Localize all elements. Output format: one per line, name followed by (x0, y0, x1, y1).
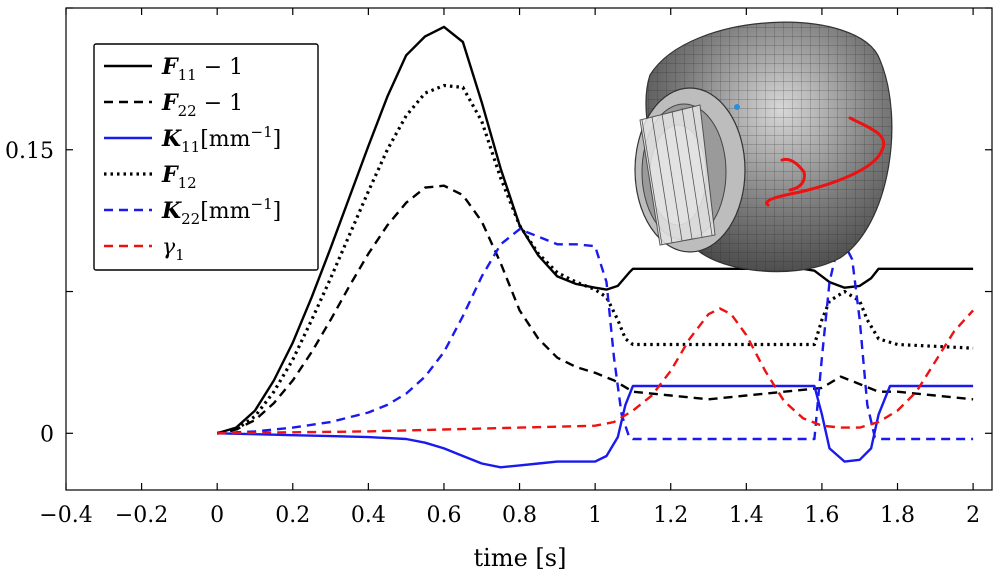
axes: −0.4 −0.2 0 0.2 0.4 0.6 0.8 1 1.2 1.4 1.6 1.8 2 0 0.15 (5, 7, 993, 528)
x-tick-label: 0.4 (351, 503, 386, 528)
series-line-6 (217, 307, 974, 435)
tire-mesh-inset-image (634, 21, 893, 273)
x-axis-title: time [s] (474, 544, 567, 572)
series-line-3 (217, 384, 974, 469)
x-tick-label: 1 (588, 503, 602, 528)
x-tick-label: −0.4 (39, 503, 92, 528)
legend-label: K11[mm−1] (161, 123, 281, 156)
x-tick-label: 0.6 (426, 503, 461, 528)
x-tick-label: 0.2 (275, 503, 310, 528)
x-tick-label: 0 (210, 503, 224, 528)
legend-label: F12 (161, 162, 197, 192)
legend-label: K22[mm−1] (161, 195, 281, 228)
series-line-2 (216, 184, 974, 435)
y-tick-label: 0 (40, 422, 54, 447)
series-line-1 (216, 25, 974, 435)
x-tick-label: 1.2 (653, 503, 688, 528)
plot-frame (65, 7, 993, 491)
x-tick-label: 0.8 (502, 503, 537, 528)
x-tick-label: 2 (966, 503, 980, 528)
series-line-4 (216, 83, 974, 435)
x-tick-label: 1.6 (804, 503, 839, 528)
x-tick-label: −0.2 (115, 503, 168, 528)
x-tick-label: 1.8 (880, 503, 915, 528)
plot-area (216, 25, 974, 469)
legend-label: F11 − 1 (161, 54, 243, 84)
series-line-5 (217, 228, 974, 441)
legend-label: γ1 (162, 235, 185, 264)
legend-label: F22 − 1 (161, 90, 243, 120)
x-tick-label: 1.4 (729, 503, 764, 528)
legend-box (93, 43, 319, 271)
y-tick-label: 0.15 (5, 139, 54, 164)
